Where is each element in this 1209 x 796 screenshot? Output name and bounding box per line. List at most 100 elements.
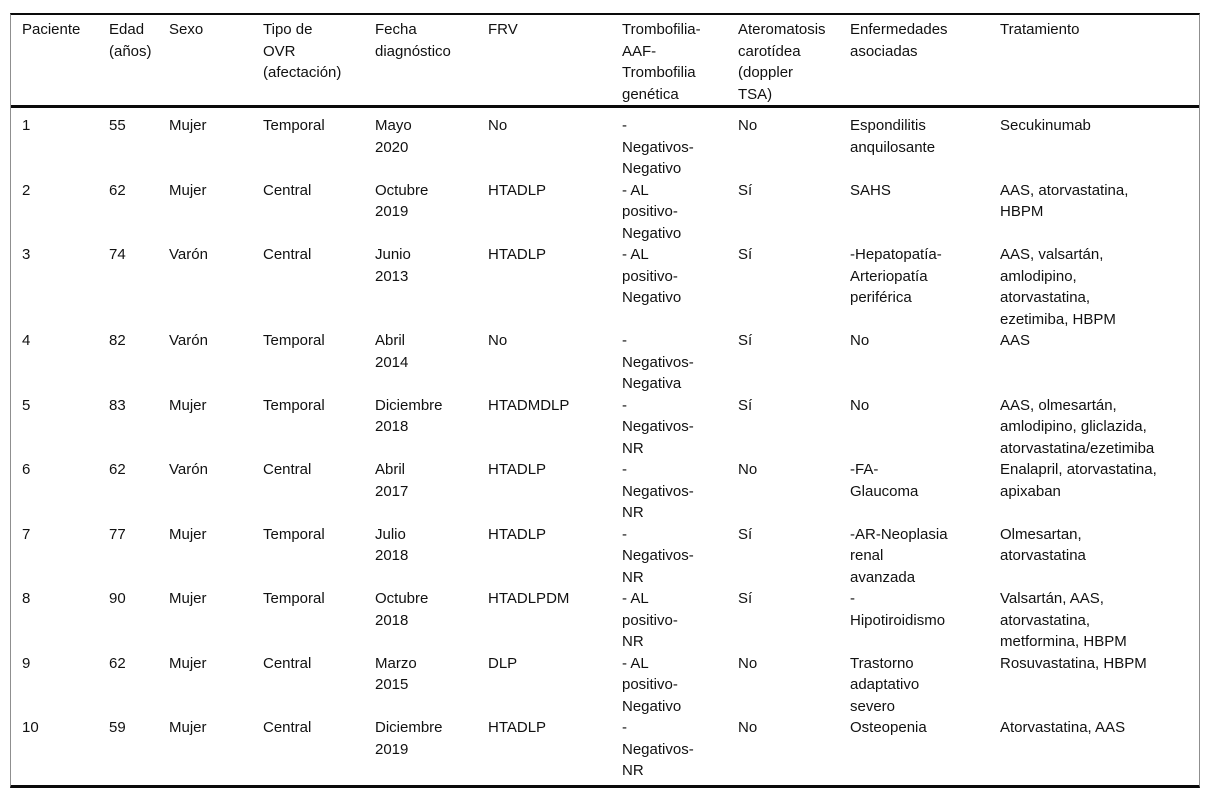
table-row-4: 4 82 Varón Temporal Abril 2014 No - Negativos-… <box>11 330 1199 395</box>
cell-2-tipo-ovr: Central <box>263 181 312 199</box>
cell-1-tratamiento: Secukinumab <box>1000 117 1091 134</box>
cell-6-fecha-diagnostico: Abril 2017 <box>375 461 409 500</box>
cell-4-edad: 82 <box>109 332 126 349</box>
cell-8-frv: HTADLPDM <box>488 590 570 607</box>
cell-1-tipo-ovr: Temporal <box>263 117 325 134</box>
cell-3-edad: 74 <box>109 246 126 263</box>
cell-7-enfermedades: -AR-Neoplasia renal avanzada <box>850 525 948 586</box>
cell-9-tratamiento: Rosuvastatina, HBPM <box>1000 654 1147 672</box>
column-header-trombofilia: Trombofilia- AAF- Trombofilia genética <box>622 15 738 108</box>
cell-1-trombofilia: - Negativos- Negativo <box>622 117 694 177</box>
cell-9-tipo-ovr: Central <box>263 654 312 672</box>
cell-3-ateromatosis: Sí <box>738 246 753 263</box>
cell-3-fecha-diagnostico: Junio 2013 <box>375 246 411 285</box>
cell-5-paciente: 5 <box>22 396 31 414</box>
cell-7-trombofilia: - Negativos- NR <box>622 525 694 586</box>
column-header-edad: Edad (años) <box>109 15 169 108</box>
cell-3-trombofilia: - AL positivo- Negativo <box>622 246 682 306</box>
table-row-8: 8 90 Mujer Temporal Octubre 2018 HTADLPDM - AL… <box>11 588 1199 653</box>
cell-1-sexo: Mujer <box>169 117 207 134</box>
cell-1-frv: No <box>488 117 508 134</box>
cell-2-fecha-diagnostico: Octubre 2019 <box>375 181 429 221</box>
cell-7-paciente: 7 <box>22 525 31 543</box>
cell-8-sexo: Mujer <box>169 590 207 607</box>
cell-2-frv: HTADLP <box>488 181 547 199</box>
cell-8-edad: 90 <box>109 590 126 607</box>
cell-2-enfermedades: SAHS <box>850 181 891 199</box>
cell-2-ateromatosis: Sí <box>738 181 753 199</box>
cell-4-tratamiento: AAS <box>1000 332 1031 349</box>
cell-10-ateromatosis: No <box>738 719 758 736</box>
table-row-5: 5 83 Mujer Temporal Diciembre 2018 HTADMDLP - … <box>11 395 1199 460</box>
cell-5-trombofilia: - Negativos- NR <box>622 396 694 457</box>
cell-3-sexo: Varón <box>169 246 208 263</box>
cell-3-paciente: 3 <box>22 246 31 263</box>
column-header-enfermedades: Enfermedades asociadas <box>850 15 1000 108</box>
cell-8-ateromatosis: Sí <box>738 590 753 607</box>
table-row-6: 6 62 Varón Central Abril 2017 HTADLP - Negativ… <box>11 459 1199 524</box>
cell-9-frv: DLP <box>488 654 518 672</box>
cell-2-edad: 62 <box>109 181 126 199</box>
cell-4-sexo: Varón <box>169 332 208 349</box>
column-header-frv: FRV <box>488 15 622 108</box>
table-body: 1 55 Mujer Temporal Mayo 2020 No - Negativos- … <box>11 107 1199 785</box>
cell-1-enfermedades: Espondilitis anquilosante <box>850 117 936 156</box>
cell-1-fecha-diagnostico: Mayo 2020 <box>375 117 412 156</box>
cell-9-enfermedades: Trastorno adaptativo severo <box>850 654 920 715</box>
table-row-1: 1 55 Mujer Temporal Mayo 2020 No - Negativos- … <box>11 107 1199 180</box>
patients-table-container: Paciente Edad (años) Sexo Tipo de OVR (afec… <box>10 13 1200 788</box>
cell-4-enfermedades: No <box>850 332 870 349</box>
column-header-fecha-diagnostico: Fecha diagnóstico <box>375 15 488 108</box>
cell-9-trombofilia: - AL positivo- Negativo <box>622 654 682 715</box>
cell-10-edad: 59 <box>109 719 126 736</box>
cell-5-sexo: Mujer <box>169 396 207 414</box>
cell-10-frv: HTADLP <box>488 719 547 736</box>
patients-table: Paciente Edad (años) Sexo Tipo de OVR (afec… <box>11 15 1199 785</box>
table-row-2: 2 62 Mujer Central Octubre 2019 HTADLP - AL po… <box>11 180 1199 245</box>
cell-7-ateromatosis: Sí <box>738 525 753 543</box>
cell-4-trombofilia: - Negativos- Negativa <box>622 332 694 392</box>
cell-10-trombofilia: - Negativos- NR <box>622 719 694 779</box>
cell-10-tratamiento: Atorvastatina, AAS <box>1000 719 1126 736</box>
cell-10-tipo-ovr: Central <box>263 719 312 736</box>
table-row-10: 10 59 Mujer Central Diciembre 2019 HTADLP - Ne… <box>11 717 1199 785</box>
cell-6-frv: HTADLP <box>488 461 547 478</box>
cell-7-tipo-ovr: Temporal <box>263 525 325 543</box>
cell-6-trombofilia: - Negativos- NR <box>622 461 694 521</box>
cell-9-sexo: Mujer <box>169 654 207 672</box>
cell-8-paciente: 8 <box>22 590 31 607</box>
cell-6-ateromatosis: No <box>738 461 758 478</box>
cell-5-tratamiento: AAS, olmesartán, amlodipino, gliclazida,… <box>1000 396 1155 457</box>
cell-6-sexo: Varón <box>169 461 208 478</box>
column-header-tipo-ovr: Tipo de OVR (afectación) <box>263 15 375 108</box>
cell-8-tratamiento: Valsartán, AAS, atorvastatina, metformin… <box>1000 590 1127 650</box>
cell-6-tipo-ovr: Central <box>263 461 312 478</box>
cell-3-frv: HTADLP <box>488 246 547 263</box>
cell-6-edad: 62 <box>109 461 126 478</box>
cell-3-enfermedades: -Hepatopatía- Arteriopatía periférica <box>850 246 942 306</box>
cell-4-ateromatosis: Sí <box>738 332 753 349</box>
table-row-7: 7 77 Mujer Temporal Julio 2018 HTADLP - Negati… <box>11 524 1199 589</box>
cell-1-ateromatosis: No <box>738 117 758 134</box>
cell-3-tratamiento: AAS, valsartán, amlodipino, atorvastatin… <box>1000 246 1116 328</box>
cell-4-frv: No <box>488 332 508 349</box>
cell-5-ateromatosis: Sí <box>738 396 753 414</box>
cell-5-frv: HTADMDLP <box>488 396 570 414</box>
cell-9-edad: 62 <box>109 654 126 672</box>
cell-7-fecha-diagnostico: Julio 2018 <box>375 525 409 565</box>
cell-5-enfermedades: No <box>850 396 870 414</box>
cell-6-enfermedades: -FA- Glaucoma <box>850 461 919 500</box>
cell-8-trombofilia: - AL positivo- NR <box>622 590 678 650</box>
cell-5-fecha-diagnostico: Diciembre 2018 <box>375 396 443 436</box>
cell-10-fecha-diagnostico: Diciembre 2019 <box>375 719 443 758</box>
cell-8-enfermedades: - Hipotiroidismo <box>850 590 946 629</box>
cell-9-paciente: 9 <box>22 654 31 672</box>
cell-8-fecha-diagnostico: Octubre 2018 <box>375 590 429 629</box>
cell-2-paciente: 2 <box>22 181 31 199</box>
cell-1-edad: 55 <box>109 117 126 134</box>
cell-10-paciente: 10 <box>22 719 39 736</box>
table-row-3: 3 74 Varón Central Junio 2013 HTADLP - AL posi… <box>11 244 1199 330</box>
column-header-ateromatosis: Ateromatosis carotídea (doppler TSA) <box>738 15 850 108</box>
cell-3-tipo-ovr: Central <box>263 246 312 263</box>
table-row-9: 9 62 Mujer Central Marzo 2015 DLP - AL positiv… <box>11 653 1199 718</box>
